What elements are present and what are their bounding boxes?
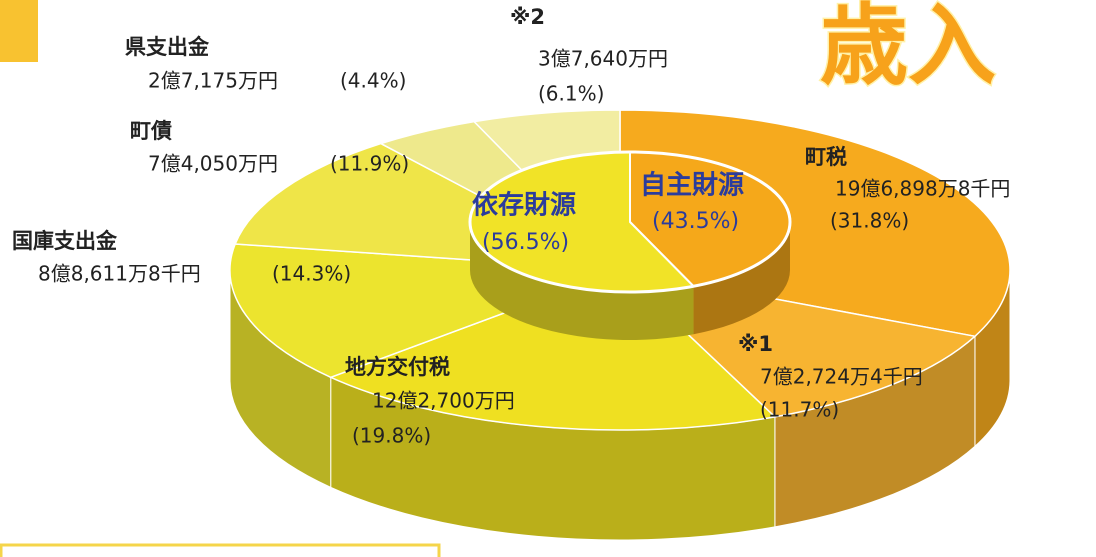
slice-value-label: (31.8%) <box>830 209 909 233</box>
group-side <box>693 222 790 335</box>
slice-value-label: (11.7%) <box>760 398 839 422</box>
pie <box>229 109 1011 541</box>
slice-value-label: (19.8%) <box>352 424 431 448</box>
slice-value-label: (11.9%) <box>330 152 409 176</box>
group-name: 自主財源 <box>640 170 744 201</box>
slice-name: 国庫支出金 <box>12 229 118 253</box>
group-side <box>470 222 694 340</box>
group-name: 依存財源 <box>472 191 576 221</box>
slice <box>328 269 777 431</box>
slice-amount: 8億8,611万8千円 <box>38 262 201 286</box>
group-value-label: (43.5%) <box>652 209 739 234</box>
slice-amount: 7億2,724万4千円 <box>760 365 923 389</box>
slice-amount: 2億7,175万円 <box>148 69 278 93</box>
slice-name: 地方交付税 <box>345 355 450 379</box>
slice-amount: 19億6,898万8千円 <box>835 177 1010 201</box>
group-value-label: (56.5%) <box>482 230 569 255</box>
slice-name: 県支出金 <box>125 35 210 59</box>
slice-name: ※2 <box>510 5 545 29</box>
disk-rim <box>468 150 792 294</box>
slice-amount: 12億2,700万円 <box>372 389 515 413</box>
slice-name: 町税 <box>805 145 847 169</box>
slice-name: 町債 <box>130 119 172 143</box>
note-box <box>0 543 441 557</box>
corner-tab <box>0 0 38 62</box>
slice-value-label: (6.1%) <box>538 82 604 106</box>
slice-value-label: (14.3%) <box>272 262 351 286</box>
slice-amount: 3億7,640万円 <box>538 47 668 71</box>
chart-title: 歳入 <box>820 0 996 97</box>
slice-value-label: (4.4%) <box>340 69 406 93</box>
slice-amount: 7億4,050万円 <box>148 152 278 176</box>
slice-name: ※1 <box>738 332 773 356</box>
